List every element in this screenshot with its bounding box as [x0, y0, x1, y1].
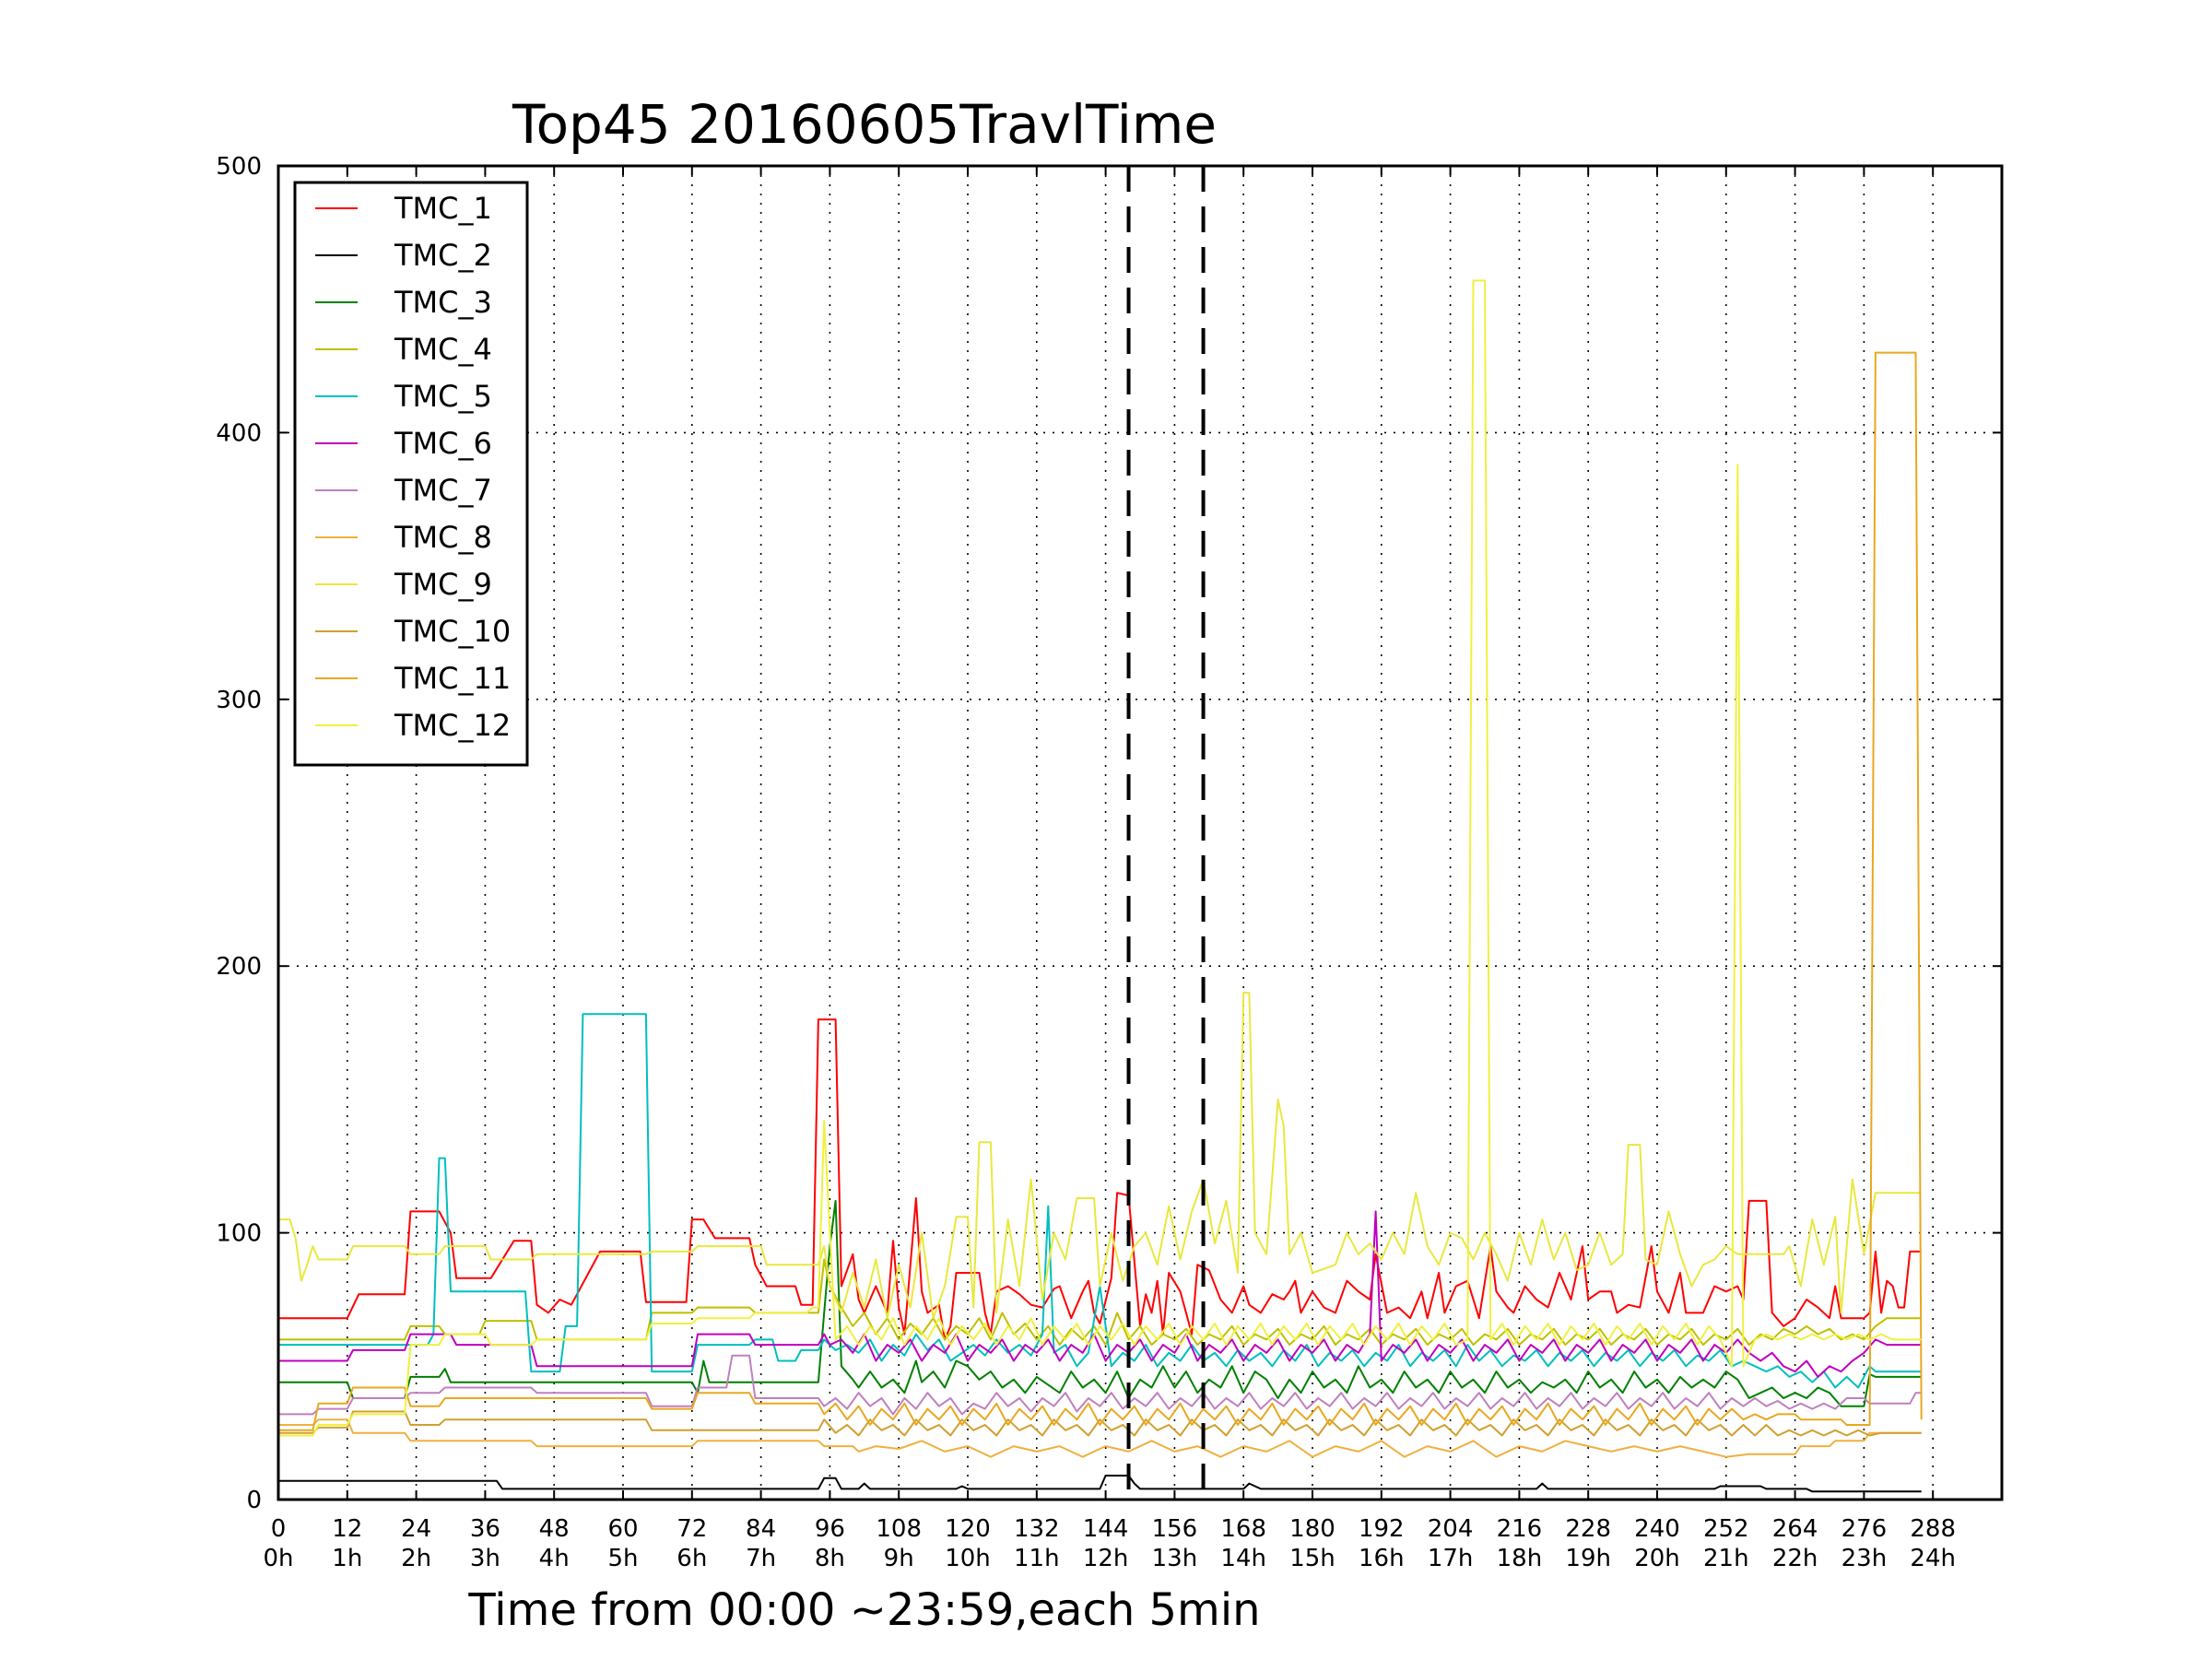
- x-tick-label: 144: [1083, 1515, 1129, 1543]
- x-tick-sublabel: 2h: [401, 1545, 431, 1572]
- y-tick-label: 0: [246, 1487, 262, 1514]
- legend-label: TMC_10: [394, 614, 511, 649]
- legend-label: TMC_4: [394, 332, 492, 367]
- x-tick-sublabel: 14h: [1220, 1545, 1266, 1572]
- x-tick-label: 132: [1014, 1515, 1060, 1543]
- x-tick-label: 48: [539, 1515, 570, 1543]
- legend-label: TMC_7: [394, 473, 492, 508]
- x-tick-sublabel: 22h: [1772, 1545, 1818, 1572]
- x-tick-sublabel: 8h: [815, 1545, 845, 1572]
- y-tick-label: 500: [216, 153, 262, 181]
- reference-lines: [1126, 166, 1206, 1500]
- x-tick-label: 36: [470, 1515, 500, 1543]
- x-tick-label: 156: [1152, 1515, 1198, 1543]
- y-tick-label: 200: [216, 953, 262, 981]
- x-tick-sublabel: 24h: [1910, 1545, 1956, 1572]
- y-tick-label: 100: [216, 1220, 262, 1248]
- x-tick-label: 96: [815, 1515, 845, 1543]
- y-tick-label: 400: [216, 419, 262, 447]
- x-tick-label: 240: [1634, 1515, 1680, 1543]
- series-line-tmc-6: [278, 1210, 1922, 1378]
- legend-label: TMC_5: [394, 379, 492, 414]
- x-axis-label: Time from 00:00 ~23:59,each 5min: [467, 1584, 1260, 1636]
- x-tick-sublabel: 12h: [1083, 1545, 1129, 1572]
- x-tick-label: 120: [945, 1515, 991, 1543]
- x-tick-label: 192: [1359, 1515, 1405, 1543]
- x-tick-sublabel: 7h: [746, 1545, 776, 1572]
- x-tick-sublabel: 5h: [607, 1545, 638, 1572]
- series-lines: [278, 279, 1923, 1493]
- series-line-tmc-8: [278, 1418, 1922, 1458]
- x-tick-sublabel: 18h: [1497, 1545, 1543, 1572]
- x-tick-label: 252: [1703, 1515, 1749, 1543]
- x-tick-sublabel: 10h: [945, 1545, 991, 1572]
- x-tick-label: 24: [401, 1515, 431, 1543]
- x-tick-sublabel: 3h: [470, 1545, 500, 1572]
- x-tick-sublabel: 15h: [1289, 1545, 1335, 1572]
- x-tick-label: 12: [332, 1515, 362, 1543]
- series-line-tmc-10: [278, 1410, 1922, 1437]
- x-tick-sublabel: 4h: [539, 1545, 570, 1572]
- x-tick-sublabel: 11h: [1014, 1545, 1060, 1572]
- series-line-tmc-3: [278, 1199, 1922, 1407]
- x-tick-label: 72: [677, 1515, 707, 1543]
- x-tick-label: 84: [746, 1515, 776, 1543]
- legend: TMC_1 TMC_2 TMC_3 TMC_4 TMC_5 TMC_6 TMC_7 TMC_8…: [293, 181, 529, 767]
- x-tick-sublabel: 17h: [1428, 1545, 1474, 1572]
- y-axis: 0 100 200 300 400 500: [216, 153, 2002, 1514]
- series-line-tmc-11: [278, 351, 1923, 1431]
- x-tick-sublabel: 6h: [677, 1545, 707, 1572]
- x-tick-label: 204: [1428, 1515, 1474, 1543]
- x-tick-label: 168: [1220, 1515, 1266, 1543]
- x-tick-label: 216: [1497, 1515, 1543, 1543]
- legend-label: TMC_2: [394, 238, 492, 273]
- legend-label: TMC_12: [394, 708, 511, 743]
- series-line-tmc-9: [278, 992, 1922, 1320]
- legend-label: TMC_8: [394, 520, 492, 555]
- legend-label: TMC_3: [394, 285, 492, 320]
- legend-label: TMC_1: [394, 191, 492, 226]
- x-tick-label: 228: [1565, 1515, 1611, 1543]
- x-tick-label: 264: [1772, 1515, 1818, 1543]
- plot-frame: [276, 164, 2004, 1501]
- series-line-tmc-4: [278, 1258, 1922, 1347]
- x-tick-label: 60: [607, 1515, 638, 1543]
- series-line-tmc-1: [278, 1018, 1922, 1341]
- legend-label: TMC_6: [394, 426, 492, 461]
- grid: [277, 166, 2002, 1500]
- x-tick-label: 276: [1841, 1515, 1888, 1543]
- x-tick-label: 288: [1910, 1515, 1956, 1543]
- legend-label: TMC_9: [394, 567, 492, 602]
- x-tick-label: 108: [876, 1515, 922, 1543]
- x-tick-sublabel: 19h: [1565, 1545, 1611, 1572]
- series-line-tmc-5: [278, 1013, 1922, 1389]
- legend-label: TMC_11: [394, 661, 511, 696]
- x-tick-sublabel: 9h: [884, 1545, 914, 1572]
- legend-box: [293, 181, 529, 767]
- x-tick-sublabel: 16h: [1359, 1545, 1405, 1572]
- x-tick-sublabel: 20h: [1634, 1545, 1680, 1572]
- series-line-tmc-7: [278, 1354, 1922, 1416]
- x-tick-sublabel: 1h: [332, 1545, 362, 1572]
- x-tick-sublabel: 21h: [1703, 1545, 1749, 1572]
- x-tick-label: 180: [1289, 1515, 1335, 1543]
- y-tick-label: 300: [216, 687, 262, 714]
- x-tick-label: 0: [271, 1515, 287, 1543]
- x-tick-sublabel: 23h: [1841, 1545, 1888, 1572]
- x-tick-sublabel: 0h: [263, 1545, 293, 1572]
- x-tick-sublabel: 13h: [1152, 1545, 1198, 1572]
- series-line-tmc-12: [278, 279, 1922, 1437]
- chart-title: Top45 20160605TravlTime: [512, 93, 1217, 156]
